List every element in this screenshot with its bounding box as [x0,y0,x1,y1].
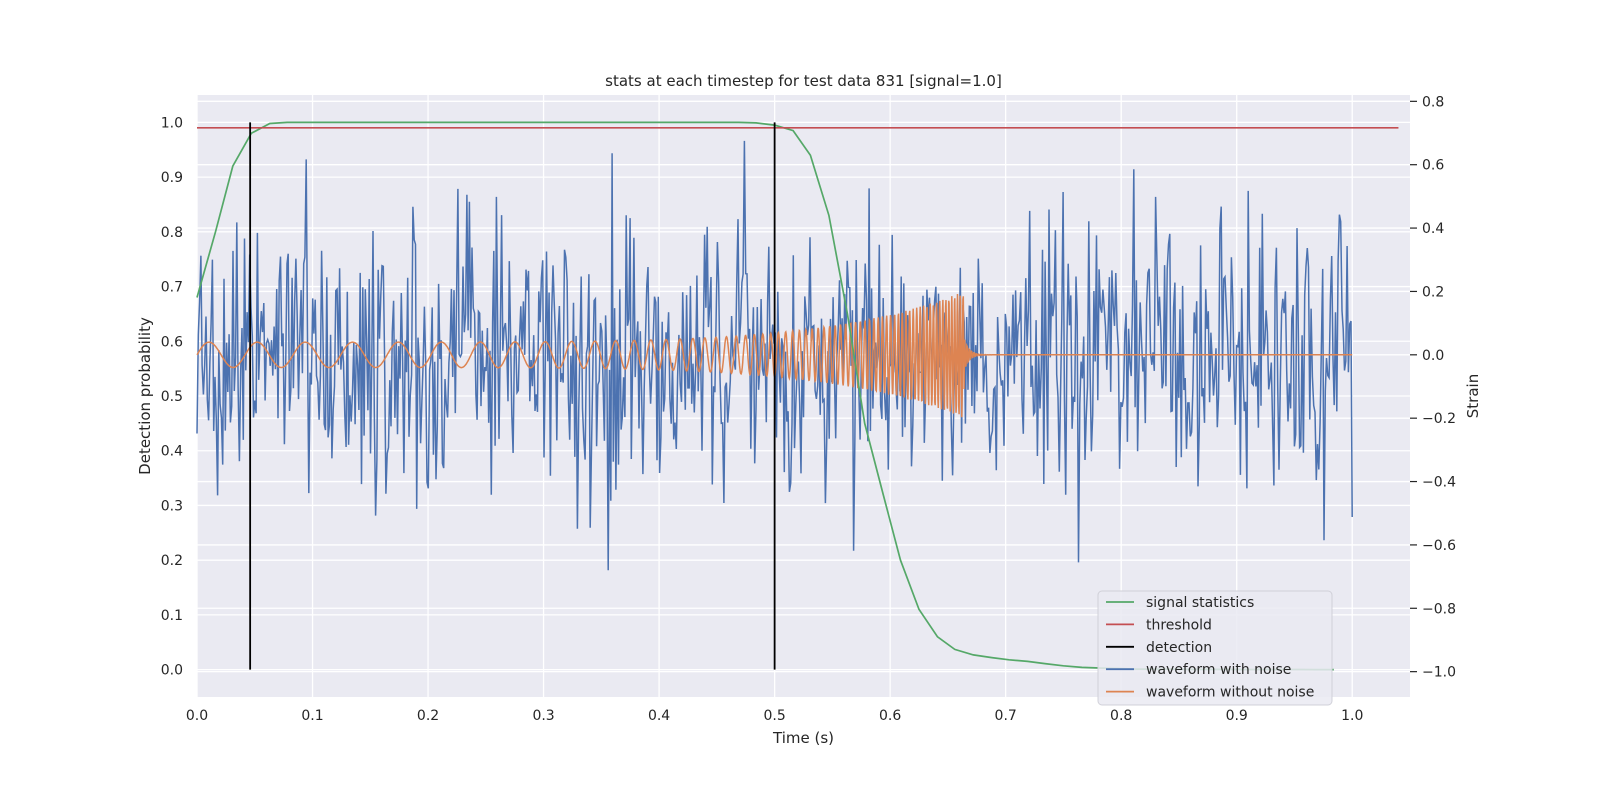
right-y-tick-label: −0.8 [1422,601,1456,617]
x-tick-label: 1.0 [1341,708,1363,724]
left-y-tick-label: 0.0 [161,663,183,679]
left-y-tick-label: 0.1 [161,608,183,624]
right-y-tick-label: 0.2 [1422,284,1444,300]
x-tick-label: 0.4 [648,708,670,724]
x-tick-label: 0.8 [1110,708,1132,724]
left-y-tick-label: 0.7 [161,280,183,296]
legend-label: threshold [1146,617,1212,633]
legend-label: detection [1146,640,1212,656]
right-y-tick-label: −0.6 [1422,538,1456,554]
x-tick-label: 0.9 [1226,708,1248,724]
left-y-axis-label: Detection probability [136,317,154,475]
legend-item: waveform without noise [1106,685,1314,701]
left-y-tick-label: 0.3 [161,498,183,514]
legend-item: threshold [1106,617,1212,633]
left-y-tick-label: 0.4 [161,444,183,460]
left-y-tick-label: 0.6 [161,334,183,350]
right-y-tick-label: 0.0 [1422,348,1444,364]
legend-label: waveform with noise [1146,662,1291,678]
legend-label: waveform without noise [1146,685,1314,701]
x-tick-label: 0.3 [532,708,554,724]
right-y-tick-label: −1.0 [1422,665,1456,681]
x-tick-label: 0.5 [763,708,785,724]
left-y-tick-label: 0.5 [161,389,183,405]
x-tick-label: 0.1 [301,708,323,724]
right-y-tick-label: −0.4 [1422,475,1456,491]
legend-label: signal statistics [1146,595,1254,611]
right-y-axis-label: Strain [1464,374,1482,418]
legend-item: waveform with noise [1106,662,1291,678]
left-y-tick-label: 0.8 [161,225,183,241]
right-y-tick-label: −0.2 [1422,411,1456,427]
right-y-tick-label: 0.4 [1422,221,1444,237]
x-tick-label: 0.7 [995,708,1017,724]
x-tick-label: 0.6 [879,708,901,724]
left-y-tick-label: 0.2 [161,553,183,569]
x-axis-label: Time (s) [772,729,834,747]
legend-box [1097,590,1333,706]
x-tick-label: 0.2 [417,708,439,724]
x-axis-ticks: 0.0 0.1 0.2 0.3 0.4 0.5 0.6 0.7 0.8 0.9 1.0 [186,708,1364,724]
right-y-axis-ticks: −1.0 −0.8 −0.6 −0.4 −0.2 0.0 0.2 0.4 0.6 0.8 [1410,94,1456,681]
legend-item: detection [1106,640,1212,656]
left-y-tick-label: 1.0 [161,115,183,131]
left-y-axis-ticks: 0.0 0.1 0.2 0.3 0.4 0.5 0.6 0.7 0.8 0.9 1.0 [161,115,183,678]
left-y-tick-label: 0.9 [161,170,183,186]
right-y-tick-label: 0.8 [1422,94,1444,110]
legend-item: signal statistics [1106,595,1254,611]
legend: signal statistics threshold detection wavef… [1097,590,1333,706]
x-tick-label: 0.0 [186,708,208,724]
right-y-tick-label: 0.6 [1422,158,1444,174]
chart-title: stats at each timestep for test data 831… [605,72,1002,90]
